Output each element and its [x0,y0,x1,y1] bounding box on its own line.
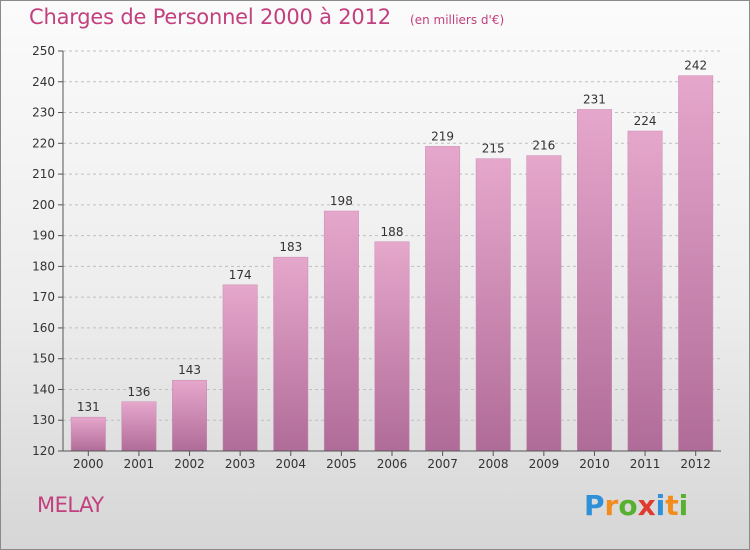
y-tick-label: 160 [32,321,55,335]
bar [70,416,106,452]
y-tick-label: 240 [32,75,55,89]
bar [526,155,562,452]
y-tick-label: 200 [32,198,55,212]
data-label: 216 [532,139,555,153]
y-tick-label: 120 [32,444,55,458]
x-tick-label: 2007 [427,457,458,471]
bar [678,75,714,452]
logo-letter: x [637,489,656,522]
x-tick-label: 2006 [377,457,408,471]
x-tick-label: 2008 [478,457,509,471]
logo-letter: o [618,489,638,522]
bar [374,241,410,452]
x-tick-label: 2004 [275,457,306,471]
logo-letter: i [655,489,666,522]
x-tick-label: 2002 [174,457,205,471]
y-tick-label: 220 [32,136,55,150]
data-label: 131 [77,400,100,414]
data-label: 188 [381,225,404,239]
x-tick-label: 2003 [225,457,256,471]
x-tick-label: 2000 [73,457,104,471]
data-label: 183 [279,240,302,254]
logo-letter: r [604,489,619,522]
bars [70,75,714,452]
bar [172,379,207,452]
bar [323,210,359,452]
y-tick-label: 140 [32,382,55,396]
x-tick-label: 2005 [326,457,357,471]
logo-letter: P [584,489,605,522]
x-tick-label: 2012 [680,457,711,471]
x-tick-label: 2011 [630,457,661,471]
data-label: 143 [178,363,201,377]
x-tick-label: 2010 [579,457,610,471]
y-tick-label: 190 [32,229,55,243]
data-label: 198 [330,194,353,208]
y-tick-label: 210 [32,167,55,181]
bar [222,284,258,452]
place-name: MELAY [37,493,104,517]
bar [577,109,612,452]
data-label: 136 [127,385,150,399]
logo-letter: i [678,489,689,522]
bar [627,130,663,452]
chart-subtitle: (en milliers d'€) [410,13,505,27]
proxiti-logo: Proxiti [584,489,688,522]
x-tick-label: 2009 [529,457,560,471]
data-label: 224 [634,114,657,128]
title-block: Charges de Personnel 2000 à 2012 (en mil… [29,5,504,29]
data-label: 174 [229,268,252,282]
y-tick-label: 150 [32,352,55,366]
y-tick-label: 170 [32,290,55,304]
bar [475,158,511,452]
data-label: 215 [482,142,505,156]
data-label: 231 [583,92,606,106]
x-tick-label: 2001 [124,457,155,471]
data-labels: 131 136 143 174 183 198 188 219 215 216 231 224 242 [77,59,707,415]
logo-letter: t [665,489,679,522]
data-label: 219 [431,129,454,143]
data-label: 242 [684,59,707,73]
bar [425,146,461,452]
bar [121,401,157,452]
y-tick-label: 180 [32,259,55,273]
y-tick-label: 250 [32,44,55,58]
y-tick-label: 130 [32,413,55,427]
axes: 120 130 140 150 160 170 180 190 200 210 220 230 240 2… [32,44,721,471]
bar [273,256,309,452]
chart-title: Charges de Personnel 2000 à 2012 [29,5,391,29]
y-tick-label: 230 [32,106,55,120]
